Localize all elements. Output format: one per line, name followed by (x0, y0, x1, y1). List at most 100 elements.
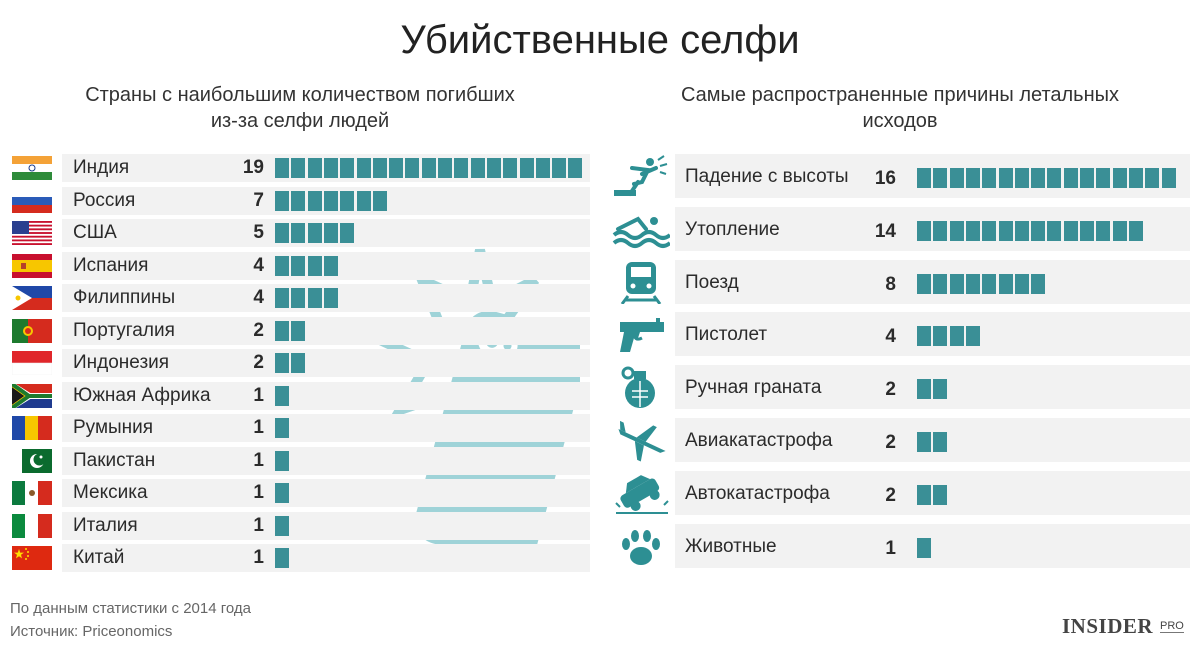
country-row-bg (62, 544, 590, 572)
bar-block (1080, 220, 1094, 241)
country-value: 2 (253, 352, 264, 373)
country-value: 1 (253, 384, 264, 406)
bar-block (340, 158, 355, 178)
bar-block (307, 190, 322, 211)
cause-row-bg (675, 470, 1190, 515)
cause-label: Автокатастрофа (685, 482, 830, 504)
bar-block (275, 255, 289, 276)
bar-block (535, 158, 550, 178)
country-value: 1 (253, 514, 264, 536)
bar-block (552, 158, 567, 178)
country-row-bg (62, 349, 590, 377)
bar-block (323, 288, 338, 308)
bar-block (1128, 168, 1143, 188)
bar-block (933, 326, 948, 347)
causes-subtitle: Самые распространенные причины летальных… (680, 84, 1120, 132)
bar-block (949, 326, 964, 347)
bar-block (1145, 168, 1160, 188)
bar-block (323, 190, 338, 211)
bar-block (307, 255, 322, 276)
bar-block (1014, 220, 1029, 241)
bar-block (275, 483, 289, 503)
insider-logo: INSIDER (1062, 614, 1154, 638)
footnote-statistics: По данным статистики с 2014 года (10, 600, 251, 617)
bar-block (389, 158, 404, 178)
cause-row-bg (675, 365, 1190, 410)
hand-grenade-icon (621, 366, 655, 409)
country-label: Португалия (73, 319, 175, 341)
bar-block (568, 158, 583, 178)
cause-value: 2 (885, 484, 896, 506)
bar-block (519, 158, 534, 178)
country-label: Румыния (73, 417, 154, 438)
russia-flag-icon (12, 188, 52, 213)
bar-block (1063, 168, 1078, 188)
bar-block (291, 288, 306, 308)
bar-block (917, 168, 931, 188)
usa-flag-icon (12, 221, 52, 245)
bar-block (307, 158, 322, 178)
bar-block (291, 320, 306, 341)
country-label: Россия (73, 189, 136, 211)
bar-block (356, 190, 371, 211)
bar-block (275, 548, 289, 568)
bar-block (965, 168, 980, 188)
bar-block (965, 273, 980, 294)
bar-block (917, 537, 931, 558)
bar-block (1047, 220, 1062, 241)
italy-flag-icon (12, 513, 52, 538)
bar-block (998, 273, 1013, 294)
cause-label: Поезд (685, 271, 739, 293)
country-label: Италия (73, 514, 138, 536)
bar-block (421, 158, 436, 178)
cause-value: 2 (885, 432, 896, 453)
cause-label: Пистолет (685, 324, 768, 346)
bar-block (405, 158, 420, 178)
bar-block (323, 255, 338, 276)
bar-block (356, 158, 371, 178)
bar-block (275, 190, 289, 211)
country-value: 1 (253, 417, 264, 438)
bar-block (917, 220, 931, 241)
bar-block (933, 273, 948, 294)
pakistan-flag-icon (12, 448, 52, 473)
falling-person-icon (614, 155, 668, 196)
cause-value: 1 (885, 537, 896, 559)
country-row-bg (62, 316, 590, 345)
country-row-bg (62, 479, 590, 507)
train-icon (620, 261, 662, 304)
country-label: США (73, 222, 117, 243)
insider-logo-pro: PRO (1160, 620, 1184, 633)
country-value: 5 (253, 222, 264, 243)
bar-block (933, 168, 948, 188)
south-africa-flag-icon (12, 383, 52, 408)
bar-block (1112, 168, 1127, 188)
animal-paw-icon (622, 529, 660, 565)
bar-block (1031, 273, 1046, 294)
country-row-bg (62, 446, 590, 475)
spain-flag-icon (12, 253, 52, 278)
bar-block (917, 273, 931, 294)
bar-block (291, 190, 306, 211)
bar-block (917, 326, 931, 347)
bar-block (933, 379, 948, 400)
country-row-bg (62, 511, 590, 540)
bar-block (307, 223, 322, 243)
country-value: 1 (253, 449, 264, 471)
bar-block (917, 379, 931, 400)
bar-block (965, 326, 980, 347)
countries-subtitle: Страны с наибольшим количеством погибших… (85, 84, 515, 132)
country-value: 4 (253, 254, 264, 276)
cause-row-bg (675, 259, 1190, 304)
indonesia-flag-icon (12, 351, 52, 375)
country-value: 19 (242, 157, 264, 178)
country-label: Филиппины (73, 287, 176, 308)
country-label: Мексика (73, 482, 148, 503)
bar-block (1031, 220, 1046, 241)
cause-row-bg (675, 312, 1190, 357)
bar-block (1047, 168, 1062, 188)
bar-block (998, 168, 1013, 188)
cause-value: 16 (874, 168, 896, 189)
bar-block (1128, 220, 1143, 241)
bar-block (933, 484, 948, 505)
